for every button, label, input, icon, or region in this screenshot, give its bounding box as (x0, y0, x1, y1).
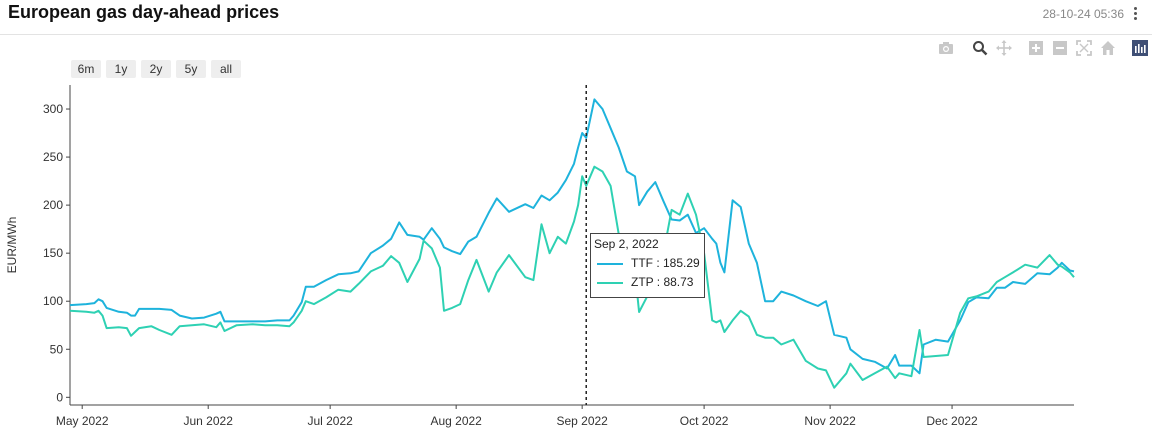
x-tick-label: Sep 2022 (556, 414, 608, 428)
x-ticks: May 2022 Jun 2022 Jul 2022 Aug 2022 Sep 2022… (56, 405, 978, 428)
y-tick-label: 300 (43, 102, 63, 116)
y-tick-label: 0 (56, 390, 63, 404)
timestamp: 28-10-24 05:36 (1042, 7, 1124, 21)
range-button-2y[interactable]: 2y (141, 60, 171, 78)
y-tick-label: 150 (43, 246, 63, 260)
tooltip-swatch-ttf (597, 263, 623, 265)
x-tick-label: Jul 2022 (307, 414, 353, 428)
series-line-ttf[interactable] (69, 98, 1075, 375)
y-axis-label: EUR/MWh (5, 217, 19, 274)
autoscale-icon[interactable] (1076, 40, 1092, 56)
tooltip-label-ztp: ZTP : 88.73 (631, 275, 694, 289)
series-group (69, 98, 1075, 389)
more-options-icon[interactable] (1132, 6, 1138, 22)
header-bar: European gas day-ahead prices 28-10-24 0… (0, 0, 1152, 35)
x-tick-label: Jun 2022 (184, 414, 234, 428)
range-button-1y[interactable]: 1y (106, 60, 136, 78)
hover-tooltip: Sep 2, 2022 TTF : 185.29 ZTP : 88.73 (590, 233, 705, 298)
y-tick-label: 250 (43, 150, 63, 164)
zoom-in-icon[interactable] (1028, 40, 1044, 56)
tooltip-date: Sep 2, 2022 (594, 237, 659, 251)
tooltip-label-ttf: TTF : 185.29 (631, 256, 700, 270)
pan-icon[interactable] (996, 40, 1012, 56)
home-icon[interactable] (1100, 40, 1116, 56)
range-button-all[interactable]: all (211, 60, 241, 78)
range-button-5y[interactable]: 5y (176, 60, 206, 78)
x-tick-label: Nov 2022 (804, 414, 856, 428)
x-tick-label: Oct 2022 (680, 414, 729, 428)
y-ticks: 0 50 100 150 200 250 300 (43, 102, 70, 404)
x-tick-label: Aug 2022 (430, 414, 482, 428)
y-tick-label: 100 (43, 294, 63, 308)
zoom-icon[interactable] (972, 40, 988, 56)
page-title: European gas day-ahead prices (8, 2, 280, 22)
range-button-6m[interactable]: 6m (71, 60, 101, 78)
x-tick-label: Dec 2022 (926, 414, 978, 428)
zoom-out-icon[interactable] (1052, 40, 1068, 56)
camera-icon[interactable] (938, 40, 954, 56)
tooltip-swatch-ztp (597, 282, 623, 284)
y-tick-label: 200 (43, 198, 63, 212)
y-tick-label: 50 (50, 342, 64, 356)
series-line-ztp[interactable] (69, 165, 1075, 389)
x-tick-label: May 2022 (56, 414, 109, 428)
bar-chart-logo-icon[interactable] (1132, 40, 1148, 56)
